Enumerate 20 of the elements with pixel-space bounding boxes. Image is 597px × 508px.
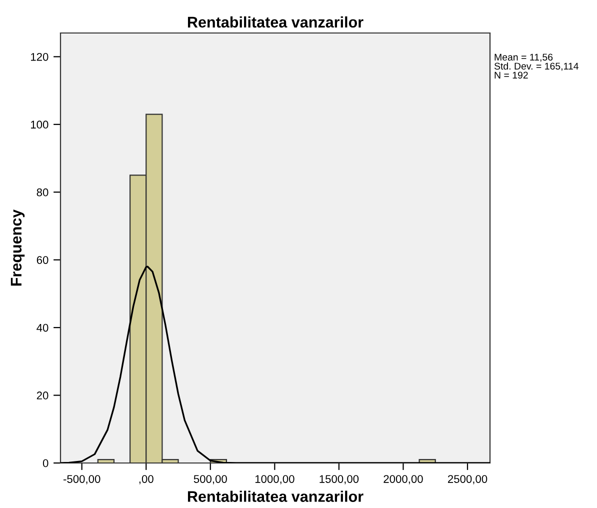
y-tick-label: 0 — [42, 459, 48, 468]
y-tick-label: 120 — [31, 52, 48, 61]
y-tick-label: 100 — [31, 120, 48, 129]
text: Std. Dev. = 165,114 — [494, 62, 578, 71]
y-tick-label: 60 — [36, 256, 48, 264]
x-axis-title: Rentabilitatea vanzarilor — [188, 490, 364, 502]
x-tick-label: 2000,00 — [384, 475, 423, 484]
x-tick-label: -500,00 — [63, 475, 100, 484]
y-tick-label: 40 — [36, 324, 48, 332]
y-tick-label: 80 — [36, 188, 48, 196]
text: N = 192 — [494, 72, 528, 79]
x-tick-label: 500,00 — [194, 475, 227, 484]
x-tick-label: 1000,00 — [255, 475, 294, 484]
y-axis-title: Frequency — [10, 209, 25, 286]
y-tick-label: 20 — [36, 392, 48, 400]
chart-title: Rentabilitatea vanzarilor — [188, 16, 364, 28]
text: Mean = 11,56 — [494, 54, 553, 62]
x-tick-label: 1500,00 — [320, 475, 359, 484]
x-tick-label: 2500,00 — [448, 475, 488, 484]
x-tick-label: ,00 — [139, 475, 154, 484]
